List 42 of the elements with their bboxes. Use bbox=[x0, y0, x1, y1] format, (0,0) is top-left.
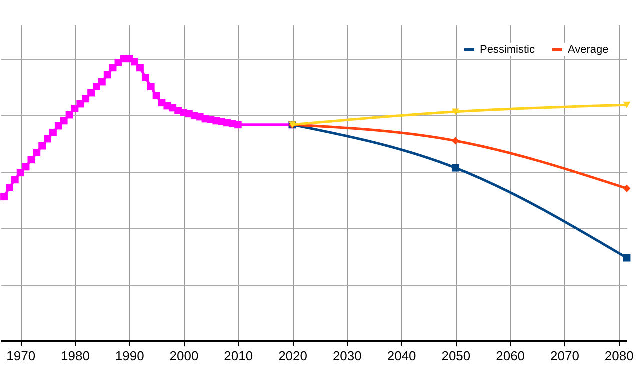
x-tick-label: 2030 bbox=[332, 348, 362, 364]
point bbox=[38, 142, 46, 150]
point bbox=[28, 156, 36, 164]
point bbox=[60, 117, 68, 125]
point bbox=[93, 83, 100, 90]
point bbox=[22, 163, 30, 171]
point bbox=[6, 184, 14, 192]
point bbox=[88, 89, 95, 97]
point bbox=[98, 78, 106, 86]
point bbox=[152, 92, 160, 100]
point bbox=[623, 102, 631, 108]
x-tick-label: 2040 bbox=[387, 348, 416, 364]
legend-label: Average bbox=[568, 44, 609, 56]
legend-label: Pessimistic bbox=[480, 44, 536, 56]
point bbox=[623, 184, 631, 192]
x-tick-label: 2070 bbox=[550, 348, 580, 364]
x-tick-label: 2000 bbox=[170, 348, 199, 364]
x-tick-label: 2080 bbox=[604, 348, 634, 364]
point bbox=[452, 164, 460, 172]
point bbox=[452, 108, 460, 116]
x-tick-label: 2020 bbox=[278, 348, 308, 364]
x-tick-label: 1990 bbox=[115, 348, 144, 364]
point bbox=[131, 58, 138, 66]
point bbox=[104, 71, 112, 79]
point bbox=[11, 176, 19, 184]
point bbox=[0, 193, 8, 201]
point bbox=[452, 137, 460, 145]
point bbox=[136, 64, 144, 72]
point bbox=[147, 83, 155, 90]
point bbox=[142, 74, 150, 82]
x-tick-label: 2050 bbox=[442, 348, 471, 364]
x-tick-label: 1980 bbox=[61, 348, 90, 364]
point bbox=[50, 129, 57, 136]
point bbox=[16, 169, 24, 177]
point bbox=[623, 254, 631, 262]
point bbox=[33, 149, 41, 157]
point bbox=[82, 95, 90, 103]
x-tick-label: 2060 bbox=[496, 348, 526, 364]
point bbox=[44, 135, 52, 143]
x-tick-label: 2010 bbox=[224, 348, 254, 364]
point bbox=[234, 121, 242, 129]
x-tick-label: 1970 bbox=[6, 348, 36, 364]
